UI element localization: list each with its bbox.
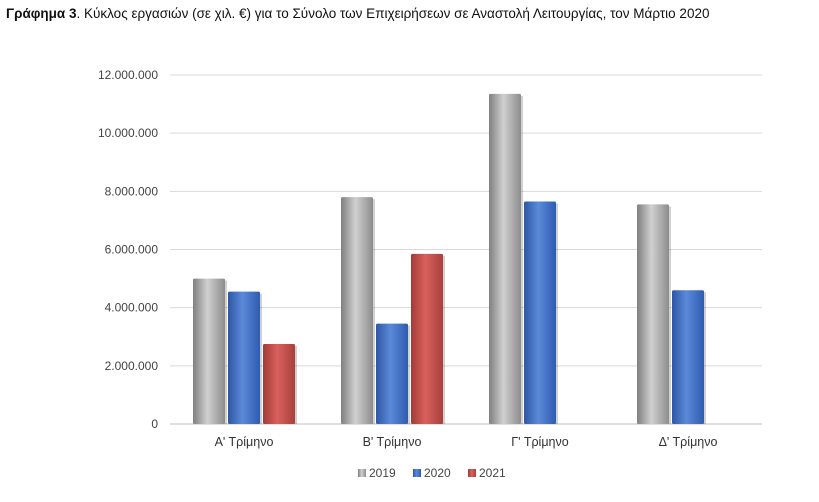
bar-2019-1: [193, 278, 227, 424]
figure-caption: Γράφημα 3. Κύκλος εργασιών (σε χιλ. €) γ…: [6, 6, 709, 21]
bar-2019-3: [489, 93, 523, 424]
y-tick-label: 0: [151, 417, 158, 431]
legend-label: 2021: [479, 466, 506, 480]
legend-swatch: [413, 469, 421, 477]
bar-2020-1: [228, 291, 262, 424]
caption-text: . Κύκλος εργασιών (σε χιλ. €) για το Σύν…: [76, 6, 710, 21]
legend-label: 2020: [424, 466, 451, 480]
y-tick-label: 6.000.000: [105, 243, 159, 257]
bar: [524, 201, 556, 424]
x-category-label: Α' Τρίμηνο: [215, 435, 274, 449]
bar-2019-2: [341, 197, 375, 424]
bar-2020-2: [376, 323, 410, 424]
x-category-label: Β' Τρίμηνο: [363, 435, 422, 449]
legend-swatch: [468, 469, 476, 477]
y-tick-label: 10.000.000: [98, 126, 158, 140]
bar: [376, 323, 408, 424]
caption-label: Γράφημα 3: [6, 6, 77, 21]
bar: [263, 344, 295, 424]
bars: [193, 93, 706, 424]
bar: [228, 291, 260, 424]
y-tick-label: 4.000.000: [105, 301, 159, 315]
legend-item-2020: 2020: [413, 466, 451, 480]
x-category-label: Δ' Τρίμηνο: [659, 435, 718, 449]
legend-label: 2019: [369, 466, 396, 480]
x-axis-categories: Α' Τρίμηνο Β' Τρίμηνο Γ' Τρίμηνο Δ' Τρίμηνο: [215, 435, 718, 449]
x-category-label: Γ' Τρίμηνο: [511, 435, 568, 449]
bar: [341, 197, 373, 424]
bar-2021-2: [411, 253, 445, 424]
bar: [411, 253, 443, 424]
y-tick-label: 8.000.000: [105, 184, 159, 198]
y-axis-ticks: 0 2.000.000 4.000.000 6.000.000 8.000.000 10.…: [98, 68, 158, 431]
bar: [672, 290, 704, 424]
legend-swatch: [358, 469, 366, 477]
bar: [489, 93, 521, 424]
y-tick-label: 12.000.000: [98, 68, 158, 82]
y-tick-label: 2.000.000: [105, 359, 159, 373]
bar-2020-4: [672, 290, 706, 424]
bar-2021-1: [263, 344, 297, 424]
bar-2020-3: [524, 201, 558, 424]
legend: 2019 2020 2021: [358, 466, 506, 480]
bar: [637, 204, 669, 424]
legend-item-2019: 2019: [358, 466, 396, 480]
bar: [193, 278, 225, 424]
bar-2019-4: [637, 204, 671, 424]
legend-item-2021: 2021: [468, 466, 506, 480]
